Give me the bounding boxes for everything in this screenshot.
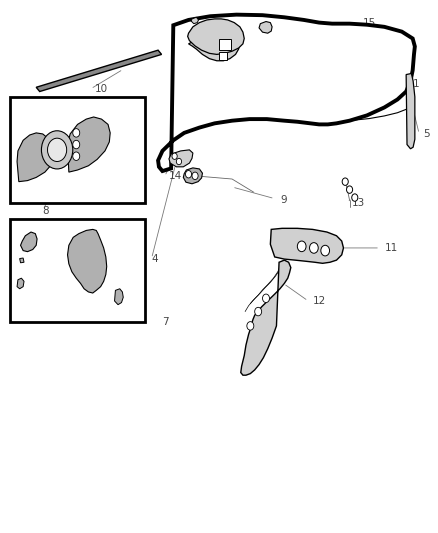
Text: 3: 3 xyxy=(343,60,350,70)
Polygon shape xyxy=(21,232,37,252)
Text: 7: 7 xyxy=(162,317,169,327)
Polygon shape xyxy=(36,50,162,92)
Text: 5: 5 xyxy=(424,129,430,139)
Text: 2: 2 xyxy=(271,18,278,28)
Circle shape xyxy=(352,194,358,201)
Bar xyxy=(219,52,227,60)
Polygon shape xyxy=(188,32,240,61)
Circle shape xyxy=(254,308,261,316)
Bar xyxy=(219,38,231,50)
Circle shape xyxy=(177,158,182,165)
Circle shape xyxy=(192,172,198,180)
Circle shape xyxy=(247,321,254,330)
Polygon shape xyxy=(115,289,123,305)
Circle shape xyxy=(73,152,80,160)
Circle shape xyxy=(42,131,73,169)
FancyBboxPatch shape xyxy=(10,97,145,203)
Polygon shape xyxy=(406,74,415,149)
Polygon shape xyxy=(169,150,193,167)
Polygon shape xyxy=(187,19,244,54)
Text: 14: 14 xyxy=(169,172,182,181)
Polygon shape xyxy=(67,229,107,293)
Polygon shape xyxy=(184,168,202,184)
Polygon shape xyxy=(259,21,272,33)
Polygon shape xyxy=(158,14,415,171)
Text: 11: 11 xyxy=(385,243,398,253)
Text: 9: 9 xyxy=(280,195,286,205)
Circle shape xyxy=(185,171,191,178)
Circle shape xyxy=(73,140,80,149)
Polygon shape xyxy=(270,228,343,263)
Polygon shape xyxy=(17,278,24,289)
Circle shape xyxy=(321,245,329,256)
Text: 12: 12 xyxy=(313,296,326,306)
Text: 10: 10 xyxy=(95,84,108,94)
Polygon shape xyxy=(17,133,53,182)
Text: 13: 13 xyxy=(352,198,365,208)
Text: 1: 1 xyxy=(413,78,419,88)
Circle shape xyxy=(310,243,318,253)
Circle shape xyxy=(47,138,67,161)
FancyBboxPatch shape xyxy=(10,219,145,322)
Polygon shape xyxy=(191,17,198,23)
Polygon shape xyxy=(67,117,110,172)
Circle shape xyxy=(262,294,269,303)
Text: 15: 15 xyxy=(363,18,376,28)
Circle shape xyxy=(342,178,348,185)
Circle shape xyxy=(73,128,80,137)
Circle shape xyxy=(297,241,306,252)
Text: 8: 8 xyxy=(43,206,49,216)
Polygon shape xyxy=(20,258,24,263)
Text: 4: 4 xyxy=(152,254,158,263)
Circle shape xyxy=(346,186,353,193)
Polygon shape xyxy=(241,260,291,375)
Circle shape xyxy=(172,153,177,159)
